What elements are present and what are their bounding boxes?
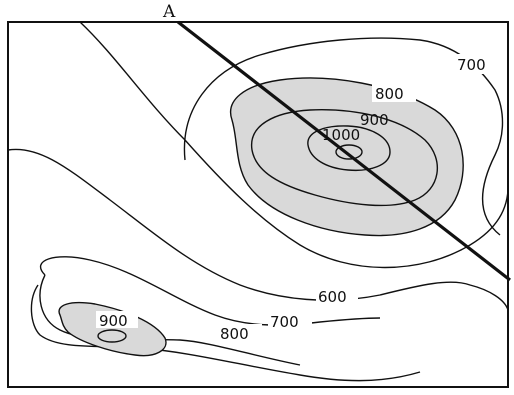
contour-label-900-peak: 900 xyxy=(360,111,389,129)
label-bg-800-lower xyxy=(218,324,262,342)
contour-line-small-hill-top xyxy=(97,329,127,343)
contour-label-700-lower: 700 xyxy=(270,313,299,331)
label-bg-700-right xyxy=(454,54,496,74)
label-bg-900-small-hill xyxy=(96,311,138,328)
contour-line-outer-ridge xyxy=(79,21,509,269)
contour-line-800-lower xyxy=(39,256,381,326)
contour-label-700-right: 700 xyxy=(457,56,486,74)
contour-labels: 700 800 900 1000 600 700 800 900 xyxy=(96,54,496,343)
section-line-a xyxy=(177,20,511,282)
contour-line-700-lower xyxy=(30,284,421,382)
contour-line-900-peak xyxy=(251,109,439,207)
label-bg-600 xyxy=(316,287,358,305)
contour-line-1000-peak xyxy=(307,125,391,172)
label-bg-700-lower xyxy=(268,312,312,330)
contour-lines xyxy=(7,21,509,382)
point-label-a: A xyxy=(162,2,176,22)
contour-label-800-lower: 800 xyxy=(220,325,249,343)
contour-label-900-small-hill: 900 xyxy=(99,312,128,330)
map-frame xyxy=(7,21,509,388)
contour-area-peak-800 xyxy=(229,77,464,237)
contour-label-600: 600 xyxy=(318,288,347,306)
contour-line-600 xyxy=(7,148,509,311)
contour-label-1000-peak: 1000 xyxy=(322,126,360,144)
label-bg-800-peak xyxy=(372,84,416,102)
contour-label-800-peak: 800 xyxy=(375,85,404,103)
contour-area-small-hill-900 xyxy=(58,301,167,357)
contour-line-700-peak xyxy=(183,37,504,236)
contour-line-summit xyxy=(335,144,363,160)
